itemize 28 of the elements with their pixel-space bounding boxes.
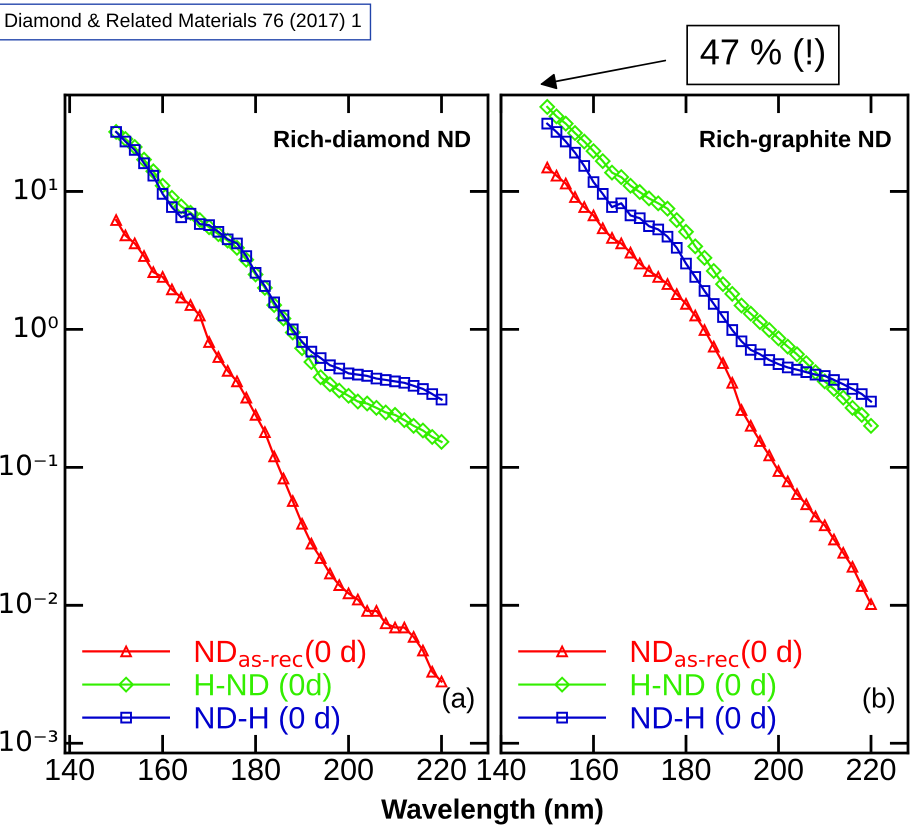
- text: Diamond & Related Materials 76 (2017) 1: [6, 12, 361, 32]
- legend-label: ND-H (0 d): [196, 706, 340, 735]
- legend-label: H-ND (0 d): [632, 673, 776, 702]
- y-tick-label: 10⁻¹: [0, 454, 58, 476]
- legend-label: ND$_{as-rec}$(0 d): [196, 640, 366, 668]
- legend-label: ND$_{as-rec}$(0 d): [632, 640, 802, 668]
- x-tick-label: 180: [232, 758, 280, 780]
- text: Rich-diamond ND: [274, 130, 470, 148]
- x-tick-label: 200: [754, 758, 803, 780]
- x-tick-label: 220: [418, 758, 466, 780]
- annotation: (a): [443, 687, 474, 714]
- x-tick-label: 180: [662, 758, 710, 780]
- x-tick-label: 220: [847, 758, 896, 780]
- y-tick-label: 10⁰: [15, 316, 58, 338]
- x-tick-label: 140: [46, 758, 94, 780]
- legend-label: H-ND (0d): [196, 673, 331, 702]
- legend-label: ND-H (0 d): [632, 706, 776, 735]
- y-tick-label: 10⁻²: [0, 592, 57, 614]
- y-tick-label: 10¹: [15, 178, 58, 200]
- text: Rich-graphite ND: [700, 130, 891, 152]
- x-tick-label: 160: [139, 758, 187, 780]
- y-tick-label: 10⁻³: [0, 730, 58, 752]
- x-tick-label: 160: [570, 758, 618, 780]
- x-tick-label: 140: [478, 758, 526, 780]
- x-axis-title: Wavelength (nm): [381, 798, 602, 825]
- text: 47 % (!): [700, 38, 824, 72]
- annotation: (b): [864, 687, 894, 714]
- x-tick-label: 200: [324, 758, 373, 780]
